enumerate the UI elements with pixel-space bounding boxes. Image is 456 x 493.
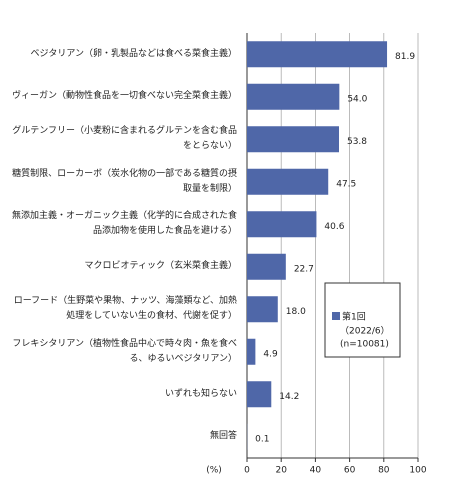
y-tick-label: いずれも知らない bbox=[164, 388, 237, 399]
legend-swatch bbox=[332, 312, 340, 320]
legend-label: 第1回 bbox=[342, 311, 366, 323]
value-label: 18.0 bbox=[286, 307, 306, 317]
y-tick-label: 糖質制限、ローカーボ（炭水化物の一部である糖質の摂取量を制限） bbox=[12, 168, 237, 194]
legend: 第1回 （2022/6） (n=10081) bbox=[324, 282, 401, 358]
y-tick-label: ローフード（生野菜や果物、ナッツ、海藻類など、加熱処理をしていない生の食材、代謝… bbox=[13, 296, 237, 322]
y-tick-label: 無回答 bbox=[209, 431, 237, 442]
y-tick-label: ベジタリアン（卵・乳製品などは食べる菜食主義） bbox=[30, 48, 237, 59]
x-tick-label: 60 bbox=[344, 466, 356, 476]
bar bbox=[247, 296, 278, 323]
y-tick-label: ヴィーガン（動物性食品を一切食べない完全菜食主義） bbox=[11, 91, 237, 102]
value-label: 22.7 bbox=[294, 264, 314, 274]
y-tick-label: マクロビオティック（玄米菜食主義） bbox=[84, 261, 237, 272]
x-tick-label: 0 bbox=[244, 466, 250, 476]
value-label: 0.1 bbox=[255, 434, 269, 444]
bar bbox=[247, 41, 388, 68]
bar bbox=[247, 253, 286, 280]
bar bbox=[247, 126, 339, 153]
value-label: 14.2 bbox=[279, 392, 299, 402]
bar bbox=[247, 338, 256, 365]
x-tick-label: 80 bbox=[378, 466, 390, 476]
bar bbox=[247, 381, 272, 408]
y-tick-label: グルテンフリー（小麦粉に含まれるグルテンを含む食品をとらない） bbox=[12, 126, 237, 152]
legend-note: (n=10081) bbox=[340, 340, 389, 350]
value-label: 81.9 bbox=[395, 52, 415, 62]
bar bbox=[247, 83, 340, 110]
bar bbox=[247, 168, 329, 195]
x-tick-label: 40 bbox=[310, 466, 322, 476]
value-label: 4.9 bbox=[263, 349, 278, 359]
value-label: 40.6 bbox=[324, 222, 344, 232]
x-tick-label: 100 bbox=[409, 466, 426, 476]
value-label: 54.0 bbox=[347, 94, 367, 104]
x-tick-label: 20 bbox=[275, 466, 287, 476]
y-tick-label: 無添加主義・オーガニック主義（化学的に合成された食品添加物を使用した食品を避ける… bbox=[11, 211, 237, 237]
y-tick-label: フレキシタリアン（植物性食品中心で時々肉・魚を食べる、ゆるいベジタリアン） bbox=[12, 338, 237, 364]
x-axis-label: (%) bbox=[206, 466, 222, 476]
bar bbox=[247, 211, 317, 238]
value-label: 47.5 bbox=[336, 179, 356, 189]
value-label: 53.8 bbox=[347, 137, 367, 147]
legend-note: （2022/6） bbox=[340, 326, 390, 337]
